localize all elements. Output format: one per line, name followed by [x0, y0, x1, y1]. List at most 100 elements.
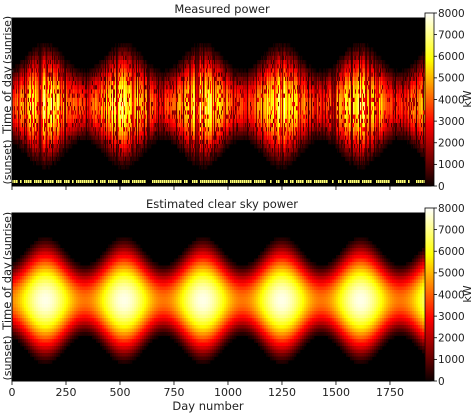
heatmap-cell [19, 76, 21, 82]
heatmap-cell [16, 135, 18, 141]
heatmap-cell [14, 102, 16, 107]
heatmap-cell [26, 131, 28, 136]
heatmap-cell [27, 123, 29, 128]
heatmap-cell [17, 106, 19, 111]
heatmap-cell [87, 68, 89, 73]
heatmap-cell [18, 68, 20, 73]
heatmap-cell [20, 139, 22, 145]
heatmap-cell [17, 89, 19, 94]
heatmap-cell [31, 64, 33, 69]
heatmap-cell [30, 89, 32, 94]
heatmap-day-column [33, 47, 35, 166]
heatmap-cell [32, 76, 34, 82]
heatmap-cell [32, 47, 34, 52]
heatmap-cell [21, 123, 23, 128]
heatmap-cell [24, 102, 26, 107]
heatmap-day-column [31, 51, 33, 162]
heatmap-cell [28, 131, 30, 136]
heatmap-cell [21, 97, 23, 103]
heatmap-cell [23, 60, 25, 65]
heatmap-cell [25, 131, 27, 136]
heatmap-cell [15, 68, 17, 73]
heatmap-cell [29, 135, 31, 141]
heatmap-cell [30, 106, 32, 111]
heatmap-cell [32, 89, 34, 94]
heatmap-cell [31, 76, 33, 82]
heatmap-cell [21, 93, 23, 99]
heatmap-cell [26, 110, 28, 115]
heatmap-day-column [17, 64, 19, 149]
heatmap-cell [32, 139, 34, 145]
heatmap-cell [57, 47, 59, 52]
heatmap-cell [18, 135, 20, 141]
heatmap-day-column [28, 51, 30, 157]
heatmap-cell [16, 93, 18, 99]
heatmap-cell [12, 127, 14, 132]
heatmap-cell [17, 139, 19, 145]
heatmap-cell [22, 68, 24, 73]
measured-title: Measured power [174, 2, 270, 16]
heatmap-cell [16, 139, 18, 145]
heatmap-cell [55, 160, 57, 166]
heatmap-cell [13, 106, 15, 111]
heatmap-cell [48, 43, 50, 48]
heatmap-cell [213, 156, 215, 162]
heatmap-cell [12, 81, 14, 86]
heatmap-cell [18, 72, 20, 78]
heatmap-cell [25, 97, 27, 103]
heatmap-cell [128, 165, 130, 170]
heatmap-cell [119, 165, 121, 170]
heatmap-cell [16, 97, 18, 103]
heatmap-cell [26, 85, 28, 90]
heatmap-cell [82, 68, 84, 73]
heatmap-cell [30, 131, 32, 136]
heatmap-cell [32, 131, 34, 136]
heatmap-cell [18, 106, 20, 111]
heatmap-cell [32, 51, 34, 57]
heatmap-cell [21, 102, 23, 107]
heatmap-cell [18, 76, 20, 82]
heatmap-cell [167, 68, 169, 73]
heatmap-cell [30, 51, 32, 57]
heatmap-cell [23, 110, 25, 115]
heatmap-cell [26, 81, 28, 86]
heatmap-cell [24, 60, 26, 65]
heatmap-cell [31, 97, 33, 103]
heatmap-cell [30, 76, 32, 82]
heatmap-cell [49, 165, 51, 170]
heatmap-cell [31, 102, 33, 107]
heatmap-cell [38, 43, 40, 48]
heatmap-cell [19, 123, 21, 128]
heatmap-cell [22, 135, 24, 141]
heatmap-cell [21, 110, 23, 115]
heatmap-day-column [14, 68, 16, 145]
heatmap-cell [25, 114, 27, 120]
heatmap-cell [12, 76, 14, 82]
heatmap-cell [27, 93, 29, 99]
heatmap-cell [17, 93, 19, 99]
heatmap-cell [30, 114, 32, 120]
heatmap-cell [17, 127, 19, 132]
heatmap-cell [15, 118, 17, 124]
heatmap-cell [32, 114, 34, 120]
heatmap-cell [18, 131, 20, 136]
heatmap-day-column [20, 60, 22, 149]
heatmap-cell [31, 114, 33, 120]
heatmap-cell [12, 106, 14, 111]
heatmap-cell [29, 85, 31, 90]
heatmap-cell [17, 144, 19, 149]
heatmap-cell [28, 123, 30, 128]
heatmap-cell [28, 55, 30, 61]
heatmap-cell [27, 76, 29, 82]
heatmap-cell [15, 64, 17, 69]
heatmap-cell [28, 139, 30, 145]
heatmap-cell [19, 68, 21, 73]
heatmap-cell [25, 93, 27, 99]
heatmap-cell [63, 55, 65, 61]
heatmap-cell [211, 160, 213, 166]
heatmap-cell [19, 106, 21, 111]
heatmap-cell [23, 127, 25, 132]
heatmap-cell [24, 110, 26, 115]
heatmap-cell [30, 81, 32, 86]
